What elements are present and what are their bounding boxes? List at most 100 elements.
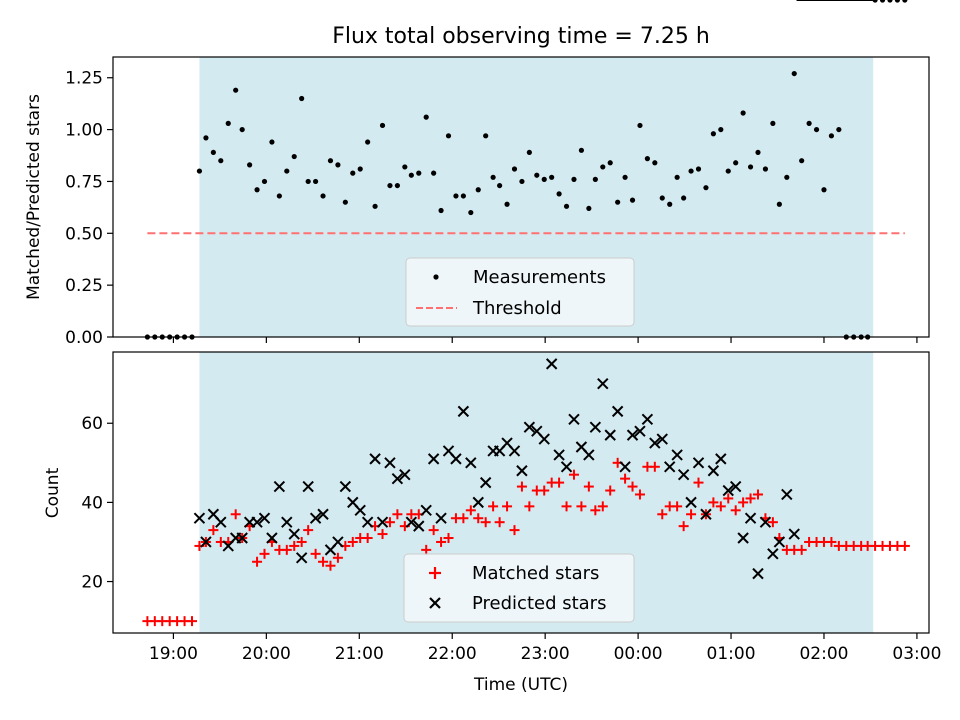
matched-star-point [723, 493, 734, 504]
measurement-point [659, 195, 665, 201]
matched-star-point [715, 501, 726, 512]
measurement-point [791, 70, 797, 77]
matched-star-point [421, 544, 432, 555]
matched-star-point [289, 540, 300, 551]
measurement-point [615, 199, 621, 205]
measurement-point [747, 164, 754, 170]
predicted-star-point [236, 532, 248, 544]
x-b [207, 508, 220, 520]
matched-star-point [494, 517, 505, 528]
legend-threshold-label: Threshold [472, 298, 562, 319]
predicted-star-point [759, 516, 772, 528]
predicted-star-point [215, 516, 227, 528]
measurement-point [402, 164, 408, 170]
x-b [399, 468, 411, 481]
x-b [553, 449, 565, 461]
measurement-point [688, 168, 694, 174]
matched-star-point [561, 501, 572, 512]
measurement-point [313, 178, 319, 185]
predicted-star-point [295, 552, 308, 564]
measurement-point [408, 172, 414, 178]
x-b [663, 461, 676, 473]
xtick-label: 21:00 [335, 644, 384, 664]
measurement-point [276, 193, 282, 199]
measurement-point [667, 201, 673, 207]
x-b [413, 520, 425, 532]
predicted-star-point [597, 377, 609, 390]
predicted-star-point [781, 488, 793, 501]
matched-star-point [738, 497, 749, 508]
predicted-star-point [604, 429, 616, 441]
matched-star-point [583, 481, 594, 492]
measurement-point [453, 193, 459, 199]
measurement-point [784, 174, 790, 180]
matched-star-point [752, 489, 763, 500]
measurement-point [203, 135, 209, 141]
x-b [391, 472, 404, 485]
x-b [288, 528, 300, 540]
measurement-point [813, 126, 820, 133]
predicted-star-point [332, 536, 344, 548]
x-b [589, 421, 602, 433]
matched-star-point [767, 517, 778, 528]
x-b [465, 457, 477, 469]
x-b [332, 536, 344, 548]
matched-star-point [325, 560, 336, 571]
predicted-star-point [384, 457, 396, 469]
x-b [472, 496, 484, 509]
predicted-star-point [258, 512, 271, 524]
x-b [266, 532, 278, 544]
bottom-x-ticks: 19:00 20:00 21:00 22:00 23:00 00:00 01:00 02:00… [149, 633, 941, 664]
x-b [649, 437, 661, 449]
top-measurements-layer [144, 0, 908, 340]
predicted-star-point [266, 532, 278, 544]
predicted-star-point [317, 508, 329, 520]
measurement-point [305, 178, 311, 185]
top-ytick-label: 1.00 [65, 121, 103, 141]
predicted-star-point [619, 461, 631, 473]
predicted-star-point [273, 480, 286, 493]
x-b [501, 437, 513, 449]
x-b [369, 453, 381, 465]
measurement-point [247, 162, 253, 168]
x-b [258, 512, 271, 524]
top-legend-box [405, 257, 635, 327]
matched-star-point [627, 481, 638, 492]
measurement-point [468, 209, 474, 216]
measurement-point [291, 153, 297, 160]
predicted-star-point [692, 457, 705, 469]
x-b [685, 496, 697, 509]
x-b [626, 429, 639, 441]
measurement-point [541, 176, 547, 182]
top-legend: Measurements Threshold [405, 257, 635, 327]
measurement-point [607, 160, 613, 166]
xtick-label: 02:00 [799, 644, 848, 664]
matched-star-point [310, 548, 321, 559]
measurement-point [320, 193, 326, 199]
top-y-axis-label: Matched/Predicted stars [24, 94, 44, 300]
measurement-point [497, 182, 503, 189]
x-b [457, 405, 470, 418]
x-b [634, 425, 646, 437]
matched-star-point [502, 501, 513, 512]
x-b [354, 504, 366, 517]
matched-star-point [281, 544, 292, 555]
matched-star-point [568, 469, 579, 480]
predicted-star-point [465, 457, 477, 469]
measurement-point [394, 182, 400, 189]
matched-star-point [377, 529, 388, 540]
predicted-star-point [427, 453, 440, 465]
measurement-point [387, 182, 393, 189]
x-b [715, 453, 727, 465]
chart-title: Flux total observing time = 7.25 h [332, 24, 710, 49]
top-panel: 0.00 0.25 0.50 0.75 1.00 1.25 Matched/Predict… [24, 0, 930, 348]
measurement-point [799, 158, 805, 164]
predicted-star-point [671, 449, 683, 461]
measurement-point [733, 160, 739, 166]
xtick-label: 03:00 [892, 644, 941, 664]
predicted-star-point [413, 520, 425, 532]
predicted-star-point [405, 516, 418, 528]
x-b [273, 480, 286, 493]
measurement-point [327, 158, 334, 164]
